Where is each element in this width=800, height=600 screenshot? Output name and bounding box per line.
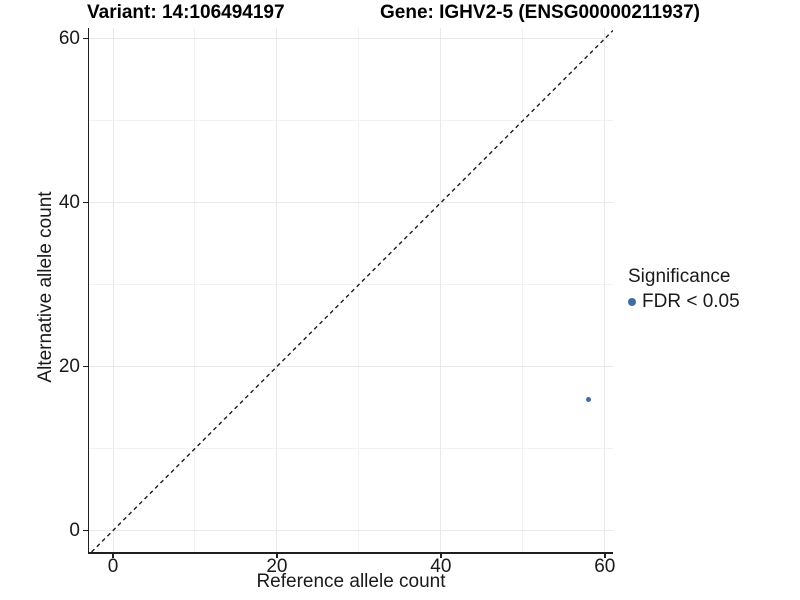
x-tick-mark <box>276 553 278 558</box>
x-tick-label: 40 <box>430 556 452 577</box>
y-axis-title: Alternative allele count <box>35 191 56 383</box>
x-tick-label: 0 <box>107 556 119 577</box>
identity-line-layer <box>91 29 613 552</box>
gridline-x-minor <box>194 28 196 552</box>
x-axis-title: Reference allele count <box>256 571 446 592</box>
gridline-x-minor <box>522 28 524 552</box>
gridline-x-minor <box>358 28 360 552</box>
gridline-x-major <box>112 28 114 552</box>
gridline-x-major <box>276 28 278 552</box>
legend-point-swatch <box>628 297 636 306</box>
plot-panel <box>89 28 613 552</box>
gridline-y-major <box>89 366 613 368</box>
variant-title: Variant: 14:106494197 <box>87 2 285 23</box>
y-tick-mark <box>83 201 88 204</box>
y-tick-mark <box>83 37 88 40</box>
x-tick-mark <box>604 553 606 558</box>
x-tick-mark <box>112 553 114 558</box>
data-point <box>585 396 591 402</box>
gridline-y-major <box>89 530 613 532</box>
gridline-y-minor <box>89 120 613 122</box>
x-axis-line <box>87 552 613 554</box>
legend-item: FDR < 0.05 <box>628 290 740 313</box>
gridline-x-major <box>604 28 606 552</box>
gene-title: Gene: IGHV2-5 (ENSG00000211937) <box>380 2 701 23</box>
legend-item-label: FDR < 0.05 <box>642 291 740 312</box>
gridline-y-major <box>89 202 613 204</box>
y-tick-label: 20 <box>58 355 80 377</box>
x-tick-mark <box>440 553 442 558</box>
y-tick-label: 60 <box>58 27 80 49</box>
gridline-y-minor <box>89 448 613 450</box>
identity-line <box>91 29 613 552</box>
legend-title: Significance <box>628 266 731 287</box>
x-tick-label: 60 <box>594 556 616 577</box>
x-tick-label: 20 <box>266 556 288 577</box>
y-tick-label: 40 <box>58 191 80 213</box>
y-axis-line <box>87 28 89 554</box>
gridline-y-major <box>89 38 613 40</box>
y-tick-mark <box>83 365 88 368</box>
legend: Significance FDR < 0.05 <box>628 265 740 313</box>
y-tick-mark <box>83 529 88 532</box>
y-tick-label: 0 <box>69 519 80 541</box>
gridline-x-major <box>440 28 442 552</box>
gridline-y-minor <box>89 284 613 286</box>
